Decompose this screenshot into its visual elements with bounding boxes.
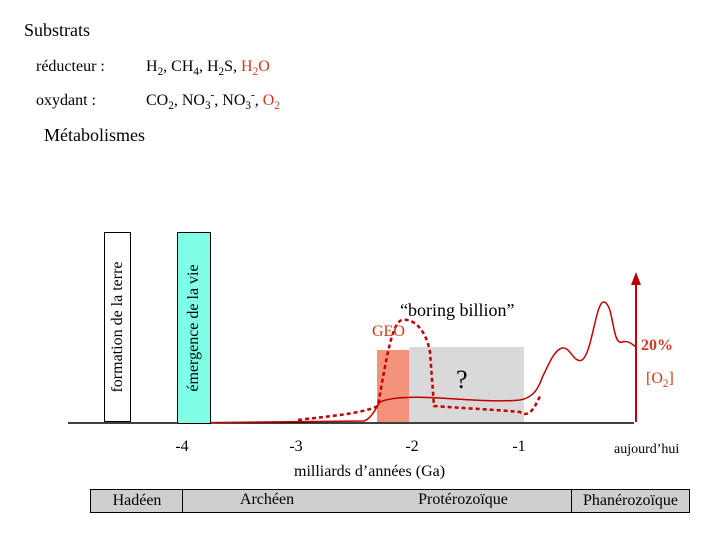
reducteur-label: réducteur : xyxy=(36,58,105,75)
o2-arrow-head xyxy=(631,272,641,285)
oxydant-label: oxydant : xyxy=(36,92,96,110)
eon-hadeen: Hadéen xyxy=(90,489,184,513)
o2-dashed-curve xyxy=(297,318,542,422)
tick-label: -1 xyxy=(512,438,526,455)
emergence-de-la-vie-label: émergence de la vie xyxy=(185,264,202,392)
reducteur-black-formulas: H2, CH4, H2S, xyxy=(146,58,242,79)
boring-billion-label: “boring billion” xyxy=(400,300,515,320)
oxydant-black-formulas: CO2, NO3-, NO3-, xyxy=(146,90,263,113)
today-label: aujourd’hui xyxy=(614,442,680,457)
reducteur-water: H2O xyxy=(241,58,270,79)
question-mark: ? xyxy=(456,365,468,394)
eon-archeen: Archéen xyxy=(239,491,295,508)
eon-bar xyxy=(182,489,572,513)
o2-percent-label: 20% xyxy=(641,337,673,354)
eon-proterozoique: Protérozoïque xyxy=(418,491,508,508)
o2-concentration-label: [O2] xyxy=(646,370,674,391)
tick-label: -4 xyxy=(175,438,189,455)
metabolismes-title: Métabolismes xyxy=(44,125,145,145)
eon-phanerozoique: Phanérozoïque xyxy=(571,489,690,513)
tick-label: -3 xyxy=(289,438,303,455)
substrats-title: Substrats xyxy=(24,20,91,40)
reducteur-row: réducteur : H2, CH4, H2S, H2O xyxy=(36,58,270,78)
emergence-de-la-vie-box: émergence de la vie xyxy=(177,232,211,424)
oxydant-row: oxydant : CO2, NO3-, NO3-, O2 xyxy=(36,90,280,113)
formation-de-la-terre-label: formation de la terre xyxy=(108,261,126,393)
oxydant-oxygen: O2 xyxy=(262,92,280,113)
geo-label: GEO xyxy=(372,323,405,340)
o2-solid-curve xyxy=(175,301,637,424)
x-axis-title: milliards d’années (Ga) xyxy=(294,463,446,480)
tick-label: -2 xyxy=(405,438,419,455)
formation-de-la-terre-box: formation de la terre xyxy=(104,232,131,422)
